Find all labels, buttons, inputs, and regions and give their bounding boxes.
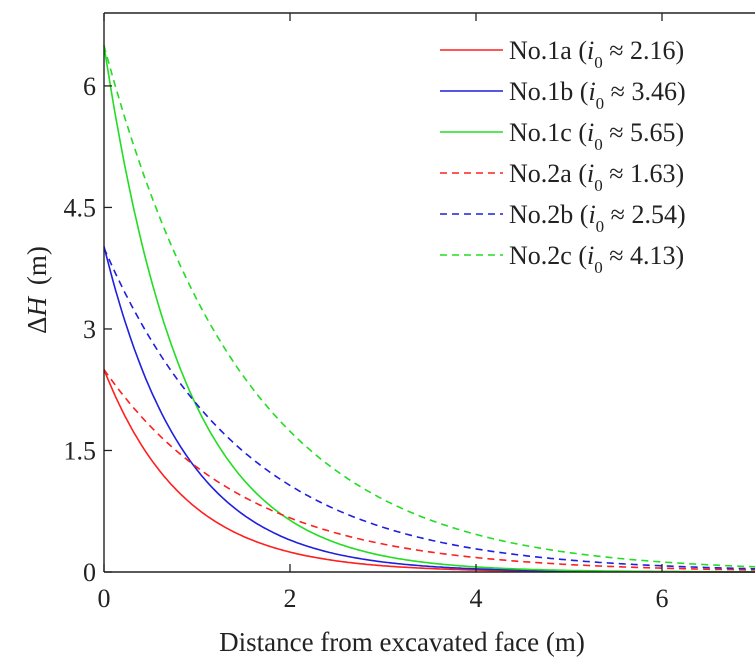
y-tick-label: 1.5 [64,436,97,465]
x-tick-label: 0 [98,584,111,613]
x-tick-label: 6 [656,584,669,613]
y-tick-label: 0 [83,558,96,587]
y-axis-label-variable: H [22,296,52,318]
y-tick-label: 6 [83,72,96,101]
x-tick-label: 2 [284,584,297,613]
x-axis-label: Distance from excavated face (m) [219,627,585,657]
y-tick-label: 4.5 [64,193,97,222]
y-axis-label-unit: (m) [22,246,52,285]
x-tick-label: 4 [470,584,483,613]
y-tick-label: 3 [83,315,96,344]
y-axis-label-symbol: Δ [22,317,52,334]
